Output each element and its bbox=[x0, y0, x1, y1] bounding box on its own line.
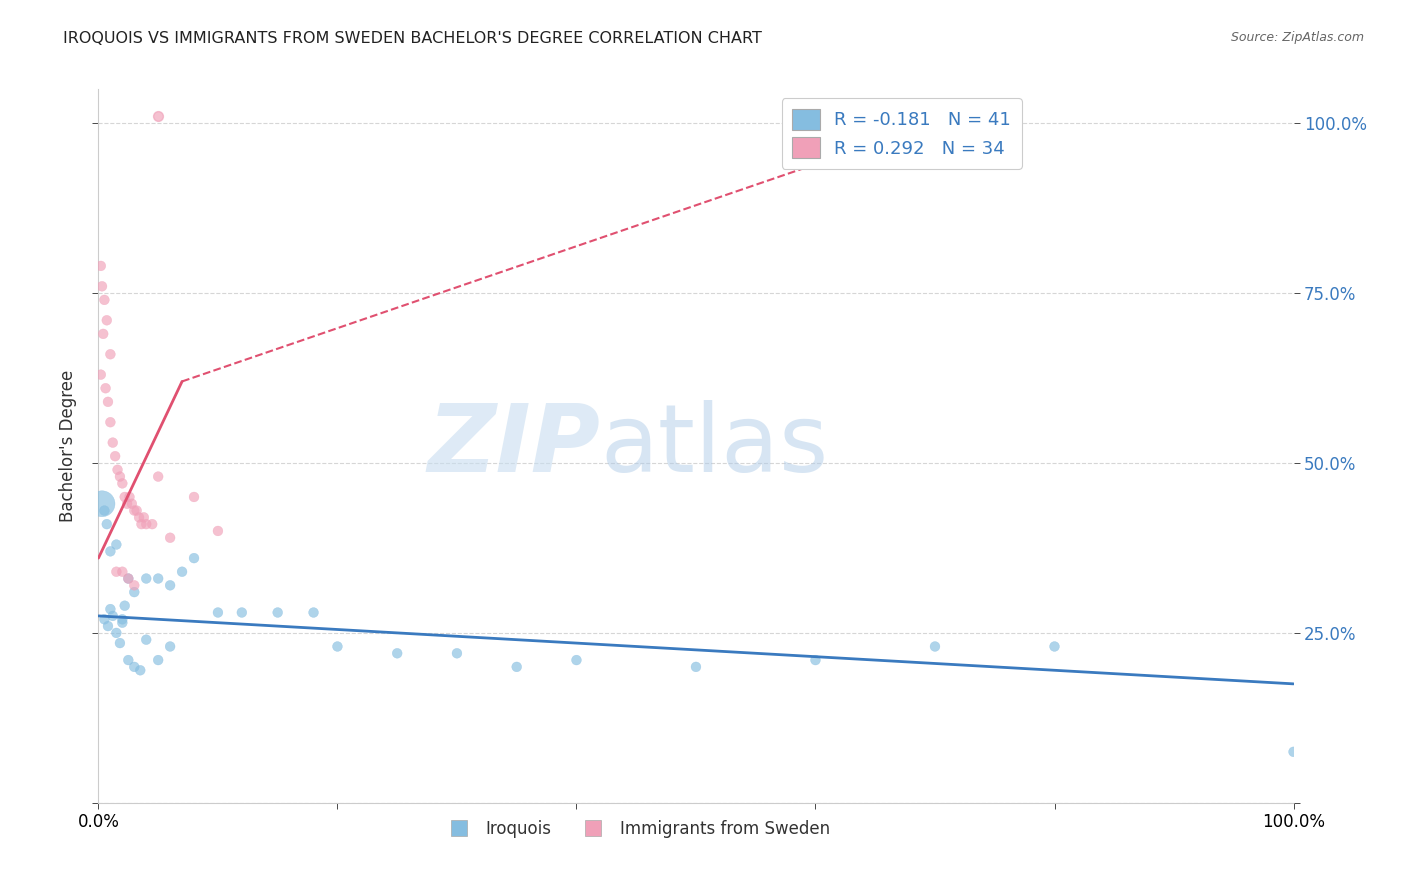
Point bbox=[148, 653, 170, 667]
Point bbox=[93, 503, 115, 517]
Point bbox=[183, 551, 205, 566]
Point bbox=[111, 565, 134, 579]
Point bbox=[1282, 745, 1305, 759]
Point bbox=[924, 640, 946, 654]
Point bbox=[326, 640, 349, 654]
Point bbox=[96, 517, 118, 532]
Point bbox=[105, 626, 128, 640]
Point bbox=[207, 606, 229, 620]
Point bbox=[135, 632, 157, 647]
Point bbox=[101, 608, 124, 623]
Point bbox=[111, 612, 134, 626]
Point bbox=[91, 497, 114, 511]
Point bbox=[183, 490, 205, 504]
Point bbox=[124, 585, 146, 599]
Point bbox=[1043, 640, 1066, 654]
Point bbox=[111, 615, 134, 630]
Point bbox=[105, 537, 128, 551]
Point bbox=[98, 415, 122, 429]
Point bbox=[124, 503, 146, 517]
Y-axis label: Bachelor's Degree: Bachelor's Degree bbox=[59, 370, 77, 522]
Text: ZIP: ZIP bbox=[427, 400, 600, 492]
Point bbox=[117, 653, 139, 667]
Point bbox=[94, 381, 117, 395]
Point bbox=[96, 313, 118, 327]
Point bbox=[159, 640, 181, 654]
Point bbox=[141, 517, 163, 532]
Point bbox=[101, 435, 124, 450]
Point bbox=[114, 599, 136, 613]
Point bbox=[804, 653, 827, 667]
Point bbox=[506, 660, 529, 674]
Point bbox=[128, 510, 150, 524]
Point bbox=[98, 602, 122, 616]
Point bbox=[446, 646, 468, 660]
Point bbox=[231, 606, 253, 620]
Point bbox=[105, 565, 128, 579]
Text: Source: ZipAtlas.com: Source: ZipAtlas.com bbox=[1230, 31, 1364, 45]
Point bbox=[125, 503, 148, 517]
Point bbox=[90, 259, 112, 273]
Point bbox=[118, 490, 141, 504]
Point bbox=[565, 653, 588, 667]
Point bbox=[385, 646, 409, 660]
Point bbox=[97, 394, 120, 409]
Text: atlas: atlas bbox=[600, 400, 828, 492]
Point bbox=[148, 469, 170, 483]
Point bbox=[114, 490, 136, 504]
Point bbox=[108, 469, 131, 483]
Point bbox=[267, 606, 290, 620]
Point bbox=[121, 497, 143, 511]
Point bbox=[91, 279, 114, 293]
Legend: Iroquois, Immigrants from Sweden: Iroquois, Immigrants from Sweden bbox=[436, 814, 837, 845]
Point bbox=[90, 368, 112, 382]
Point bbox=[124, 660, 146, 674]
Text: IROQUOIS VS IMMIGRANTS FROM SWEDEN BACHELOR'S DEGREE CORRELATION CHART: IROQUOIS VS IMMIGRANTS FROM SWEDEN BACHE… bbox=[63, 31, 762, 46]
Point bbox=[108, 636, 131, 650]
Point bbox=[135, 517, 157, 532]
Point bbox=[98, 347, 122, 361]
Point bbox=[115, 497, 138, 511]
Point bbox=[207, 524, 229, 538]
Point bbox=[97, 619, 120, 633]
Point bbox=[117, 572, 139, 586]
Point bbox=[685, 660, 707, 674]
Point bbox=[93, 612, 115, 626]
Point bbox=[129, 663, 152, 677]
Point bbox=[148, 109, 170, 123]
Point bbox=[104, 449, 127, 463]
Point bbox=[302, 606, 325, 620]
Point bbox=[124, 578, 146, 592]
Point bbox=[172, 565, 194, 579]
Point bbox=[148, 572, 170, 586]
Point bbox=[117, 572, 139, 586]
Point bbox=[159, 578, 181, 592]
Point bbox=[135, 572, 157, 586]
Point bbox=[159, 531, 181, 545]
Point bbox=[98, 544, 122, 558]
Point bbox=[91, 326, 114, 341]
Point bbox=[93, 293, 115, 307]
Point bbox=[131, 517, 153, 532]
Point bbox=[132, 510, 155, 524]
Point bbox=[111, 476, 134, 491]
Point bbox=[107, 463, 129, 477]
